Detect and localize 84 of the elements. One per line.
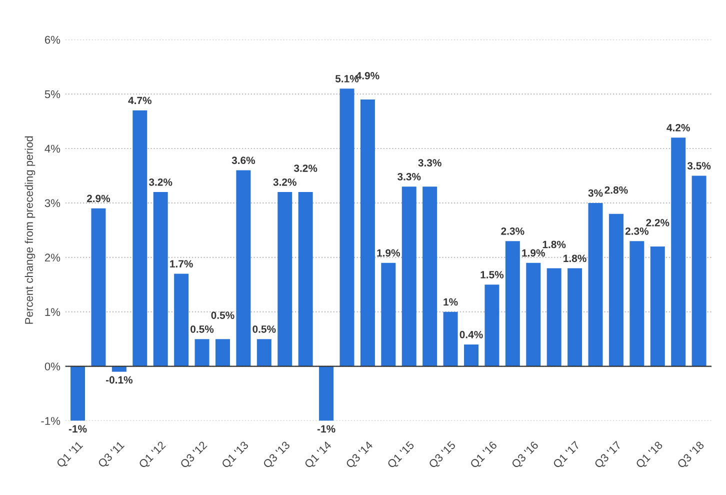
data-label: 1.7% xyxy=(170,260,193,268)
data-label: 1.8% xyxy=(564,254,586,262)
bar xyxy=(360,99,375,366)
data-label: 4.7% xyxy=(128,96,152,104)
bar xyxy=(630,241,644,366)
bar xyxy=(402,186,416,366)
data-label: 3.5% xyxy=(687,162,711,170)
y-tick-label: 2% xyxy=(44,254,60,262)
data-label: 2.8% xyxy=(604,186,628,194)
data-label: 4.2% xyxy=(666,124,690,132)
bar xyxy=(70,366,86,421)
bar xyxy=(132,110,148,366)
bar xyxy=(340,88,354,366)
y-tick-label: 5% xyxy=(44,90,60,98)
data-label: 3.2% xyxy=(273,178,296,186)
data-label: 3.3% xyxy=(397,173,421,180)
x-tick-label: Q3 '12 xyxy=(180,440,209,470)
y-tick-label: 0% xyxy=(44,362,60,370)
data-label: 3.6% xyxy=(232,156,256,164)
data-label: 2.3% xyxy=(625,227,649,235)
bar xyxy=(650,246,665,366)
bar xyxy=(484,284,500,366)
data-label: 1.9% xyxy=(377,249,400,257)
bar xyxy=(91,208,106,366)
bar xyxy=(256,339,272,366)
data-label: -1% xyxy=(68,425,87,433)
bar xyxy=(464,344,478,366)
bar xyxy=(608,214,624,366)
bar xyxy=(194,339,210,366)
x-tick-label: Q3 '11 xyxy=(97,440,126,470)
x-tick-label: Q1 '11 xyxy=(56,440,85,470)
data-label: 3.2% xyxy=(294,164,318,172)
bar xyxy=(174,274,189,366)
x-tick-label: Q1 '12 xyxy=(138,440,168,470)
bar xyxy=(505,241,520,366)
bar xyxy=(692,176,706,366)
x-tick-label: Q1 '15 xyxy=(386,440,416,470)
x-tick-label: Q1 '17 xyxy=(552,440,582,470)
x-tick-label: Q3 '15 xyxy=(428,440,458,470)
data-label: 0.5% xyxy=(190,325,214,333)
bar xyxy=(526,262,541,366)
data-label: 2.2% xyxy=(646,219,670,226)
bar xyxy=(588,202,603,366)
x-tick-label: Q3 '14 xyxy=(345,440,375,470)
x-tick-label: Q1 '13 xyxy=(221,440,250,470)
data-label: 1.5% xyxy=(480,271,504,278)
bar xyxy=(278,192,292,366)
data-label: -0.1% xyxy=(106,376,133,384)
data-label: 3% xyxy=(588,189,603,197)
data-label: 1.9% xyxy=(522,249,545,257)
data-label: 2.9% xyxy=(86,194,110,202)
data-label: 1.8% xyxy=(542,240,566,248)
data-label: 1% xyxy=(444,298,458,306)
y-tick-label: -1% xyxy=(41,417,60,425)
data-label: 0.4% xyxy=(460,330,483,338)
y-tick-label: 1% xyxy=(45,308,60,316)
y-axis-title: Percent change from preceding period xyxy=(24,136,36,324)
data-label: 0.5% xyxy=(211,312,234,319)
x-tick-label: Q3 '18 xyxy=(676,440,706,470)
bar xyxy=(236,170,251,366)
y-tick-label: 3% xyxy=(44,199,60,208)
bar xyxy=(443,312,458,366)
bar xyxy=(319,366,334,421)
bar xyxy=(422,186,438,366)
bar xyxy=(215,339,230,366)
x-tick-label: Q3 '17 xyxy=(594,440,623,470)
bar xyxy=(671,138,686,366)
x-tick-label: Q1 '14 xyxy=(304,440,334,470)
data-label: -1% xyxy=(317,425,336,433)
bar xyxy=(298,192,313,366)
data-label: 2.3% xyxy=(501,227,524,235)
bar xyxy=(546,268,562,366)
bar xyxy=(153,192,168,366)
y-tick-label: 6% xyxy=(44,36,60,44)
x-tick-label: Q1 '16 xyxy=(470,440,499,470)
x-tick-label: Q3 '16 xyxy=(511,440,540,470)
data-label: 3.3% xyxy=(418,159,442,167)
data-label: 3.2% xyxy=(148,178,172,186)
x-tick-label: Q1 '18 xyxy=(635,440,664,470)
bar xyxy=(568,268,582,366)
data-label: 0.5% xyxy=(252,325,276,333)
y-tick-label: 4% xyxy=(44,144,60,153)
x-tick-label: Q3 '13 xyxy=(262,440,292,470)
bar xyxy=(381,262,396,366)
